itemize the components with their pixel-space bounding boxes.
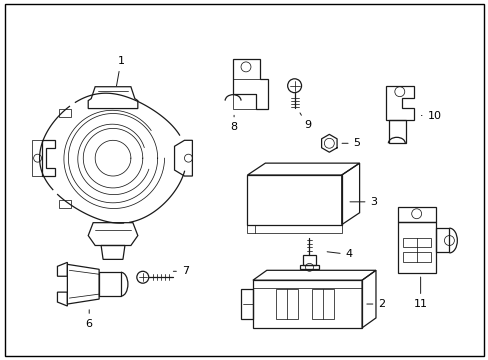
Text: 1: 1 — [116, 56, 124, 86]
Text: 10: 10 — [421, 111, 441, 121]
Text: 9: 9 — [300, 113, 310, 130]
Text: 11: 11 — [413, 277, 427, 309]
Text: 6: 6 — [85, 310, 93, 329]
Text: 2: 2 — [366, 299, 385, 309]
Text: 8: 8 — [230, 115, 237, 132]
Text: 3: 3 — [349, 197, 377, 207]
Text: 4: 4 — [326, 249, 352, 260]
Text: 5: 5 — [341, 138, 360, 148]
Text: 7: 7 — [173, 266, 189, 276]
